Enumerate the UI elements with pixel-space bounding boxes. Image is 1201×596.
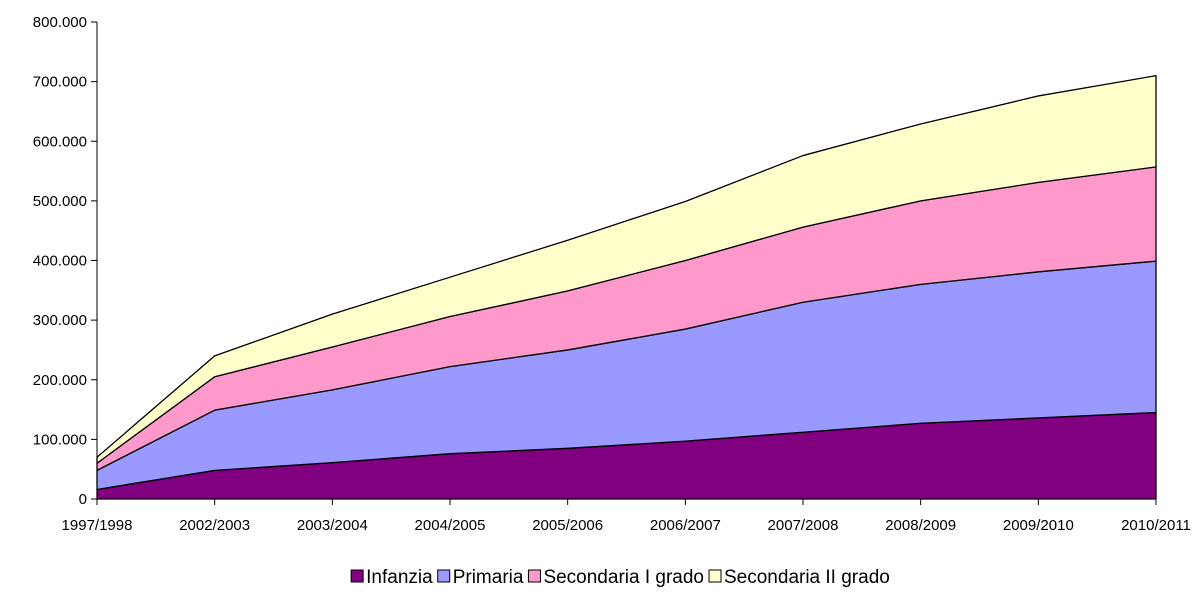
legend: Infanzia Primaria Secondaria I grado Second… [350, 567, 890, 588]
x-tick-label: 2005/2006 [532, 517, 603, 534]
x-axis-ticks: 1997/1998 2002/2003 2003/2004 2004/2005 2005… [62, 499, 1191, 534]
x-tick-label: 2010/2011 [1121, 517, 1191, 534]
x-tick-label: 2009/2010 [1003, 517, 1074, 534]
legend-swatch [527, 569, 541, 583]
x-tick-label: 2006/2007 [650, 517, 721, 534]
x-tick-label: 2002/2003 [179, 517, 250, 534]
legend-swatch [708, 569, 722, 583]
legend-label: Secondaria II grado [724, 567, 890, 588]
x-tick-label: 2003/2004 [297, 517, 368, 534]
legend-swatch [437, 569, 451, 583]
y-tick-label: 600.000 [33, 133, 87, 150]
y-axis-ticks: 0 100.000 200.000 300.000 400.000 500.000 600.… [33, 14, 97, 508]
y-tick-label: 0 [79, 491, 87, 508]
x-tick-label: 2008/2009 [885, 517, 956, 534]
legend-item-infanzia: Infanzia [350, 567, 433, 588]
x-tick-label: 2004/2005 [415, 517, 486, 534]
y-tick-label: 200.000 [33, 372, 87, 389]
y-tick-label: 300.000 [33, 312, 87, 329]
y-tick-label: 500.000 [33, 193, 87, 210]
y-tick-label: 100.000 [33, 431, 87, 448]
legend-item-secondaria-i-grado: Secondaria I grado [527, 567, 704, 588]
legend-label: Infanzia [366, 567, 433, 588]
area-secondaria-ii-grado [96, 75, 1157, 464]
legend-swatch [350, 569, 364, 583]
y-tick-label: 700.000 [33, 74, 87, 91]
legend-item-primaria: Primaria [437, 567, 524, 588]
legend-item-secondaria-ii-grado: Secondaria II grado [708, 567, 890, 588]
legend-label: Secondaria I grado [543, 567, 704, 588]
areas-layer [96, 75, 1157, 500]
y-tick-label: 400.000 [33, 253, 87, 270]
x-tick-label: 2007/2008 [768, 517, 839, 534]
x-tick-label: 1997/1998 [62, 517, 133, 534]
legend-label: Primaria [453, 567, 524, 588]
y-tick-label: 800.000 [33, 14, 87, 31]
